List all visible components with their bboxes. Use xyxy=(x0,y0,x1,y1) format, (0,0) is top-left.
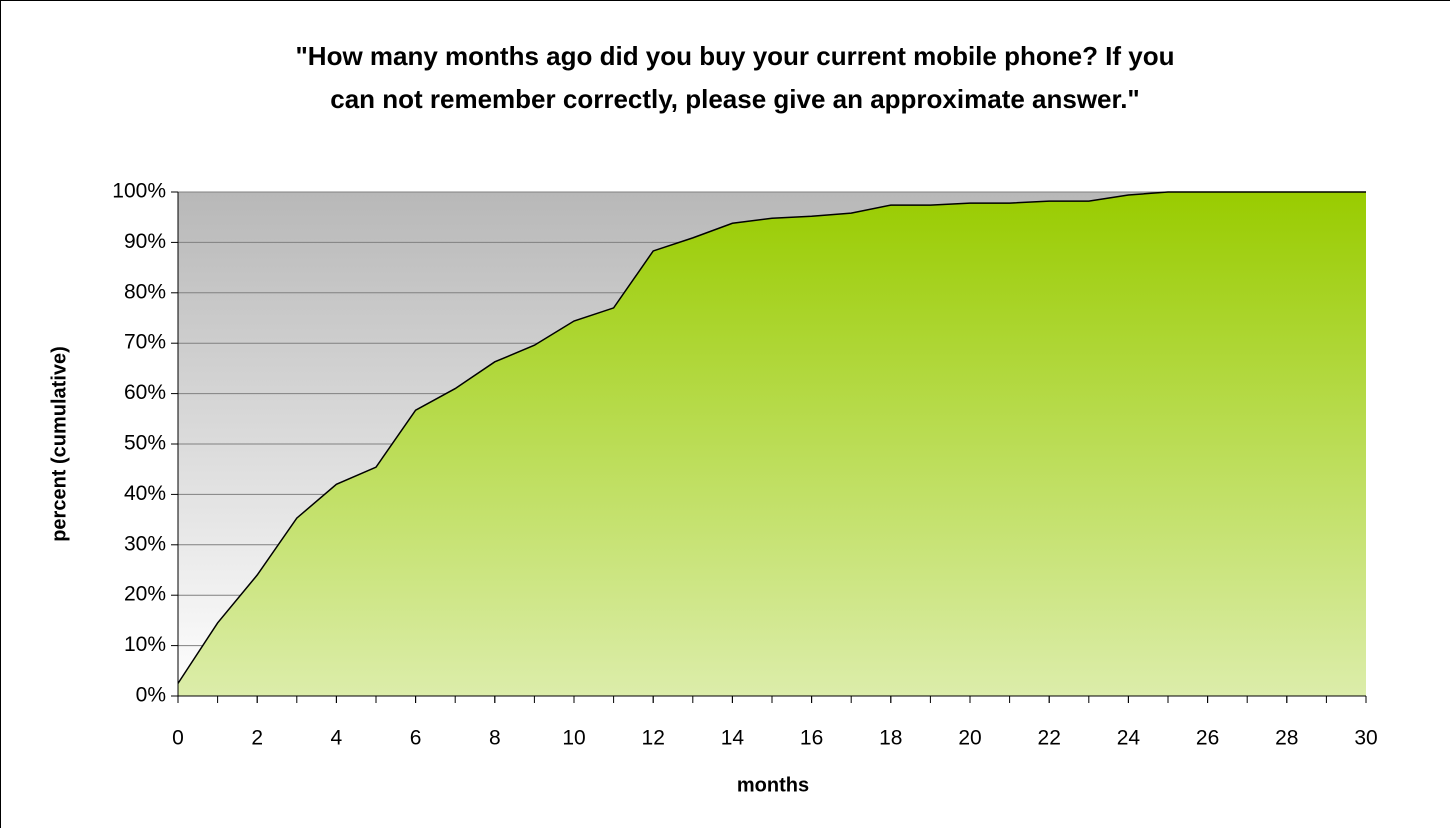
chart-title: can not remember correctly, please give … xyxy=(330,84,1140,114)
y-axis-label: percent (cumulative) xyxy=(48,346,70,542)
x-tick-label: 26 xyxy=(1196,727,1219,750)
x-tick-label: 20 xyxy=(958,727,981,750)
x-tick-label: 24 xyxy=(1117,727,1141,750)
x-tick-label: 10 xyxy=(562,727,585,750)
x-tick-label: 2 xyxy=(251,727,263,750)
x-tick-label: 0 xyxy=(172,727,184,750)
y-tick-label: 60% xyxy=(124,381,166,404)
x-axis-label: months xyxy=(737,774,809,796)
x-tick-label: 28 xyxy=(1275,727,1298,750)
x-tick-label: 30 xyxy=(1354,727,1377,750)
x-tick-label: 14 xyxy=(721,727,745,750)
y-tick-label: 80% xyxy=(124,280,166,303)
y-tick-label: 40% xyxy=(124,482,166,505)
x-tick-label: 8 xyxy=(489,727,501,750)
y-tick-label: 100% xyxy=(112,180,166,203)
x-tick-label: 12 xyxy=(642,727,665,750)
x-tick-label: 16 xyxy=(800,727,823,750)
y-tick-label: 30% xyxy=(124,532,166,555)
y-tick-label: 50% xyxy=(124,432,166,455)
chart-title: "How many months ago did you buy your cu… xyxy=(295,41,1174,71)
y-tick-label: 0% xyxy=(136,684,166,707)
y-tick-label: 20% xyxy=(124,583,166,606)
x-tick-label: 4 xyxy=(331,727,343,750)
y-tick-label: 70% xyxy=(124,331,166,354)
x-tick-label: 6 xyxy=(410,727,422,750)
y-tick-label: 90% xyxy=(124,230,166,253)
x-tick-label: 22 xyxy=(1038,727,1061,750)
line xyxy=(177,191,1366,684)
area xyxy=(178,192,1366,696)
x-tick-label: 18 xyxy=(879,727,902,750)
y-tick-label: 10% xyxy=(124,633,166,656)
